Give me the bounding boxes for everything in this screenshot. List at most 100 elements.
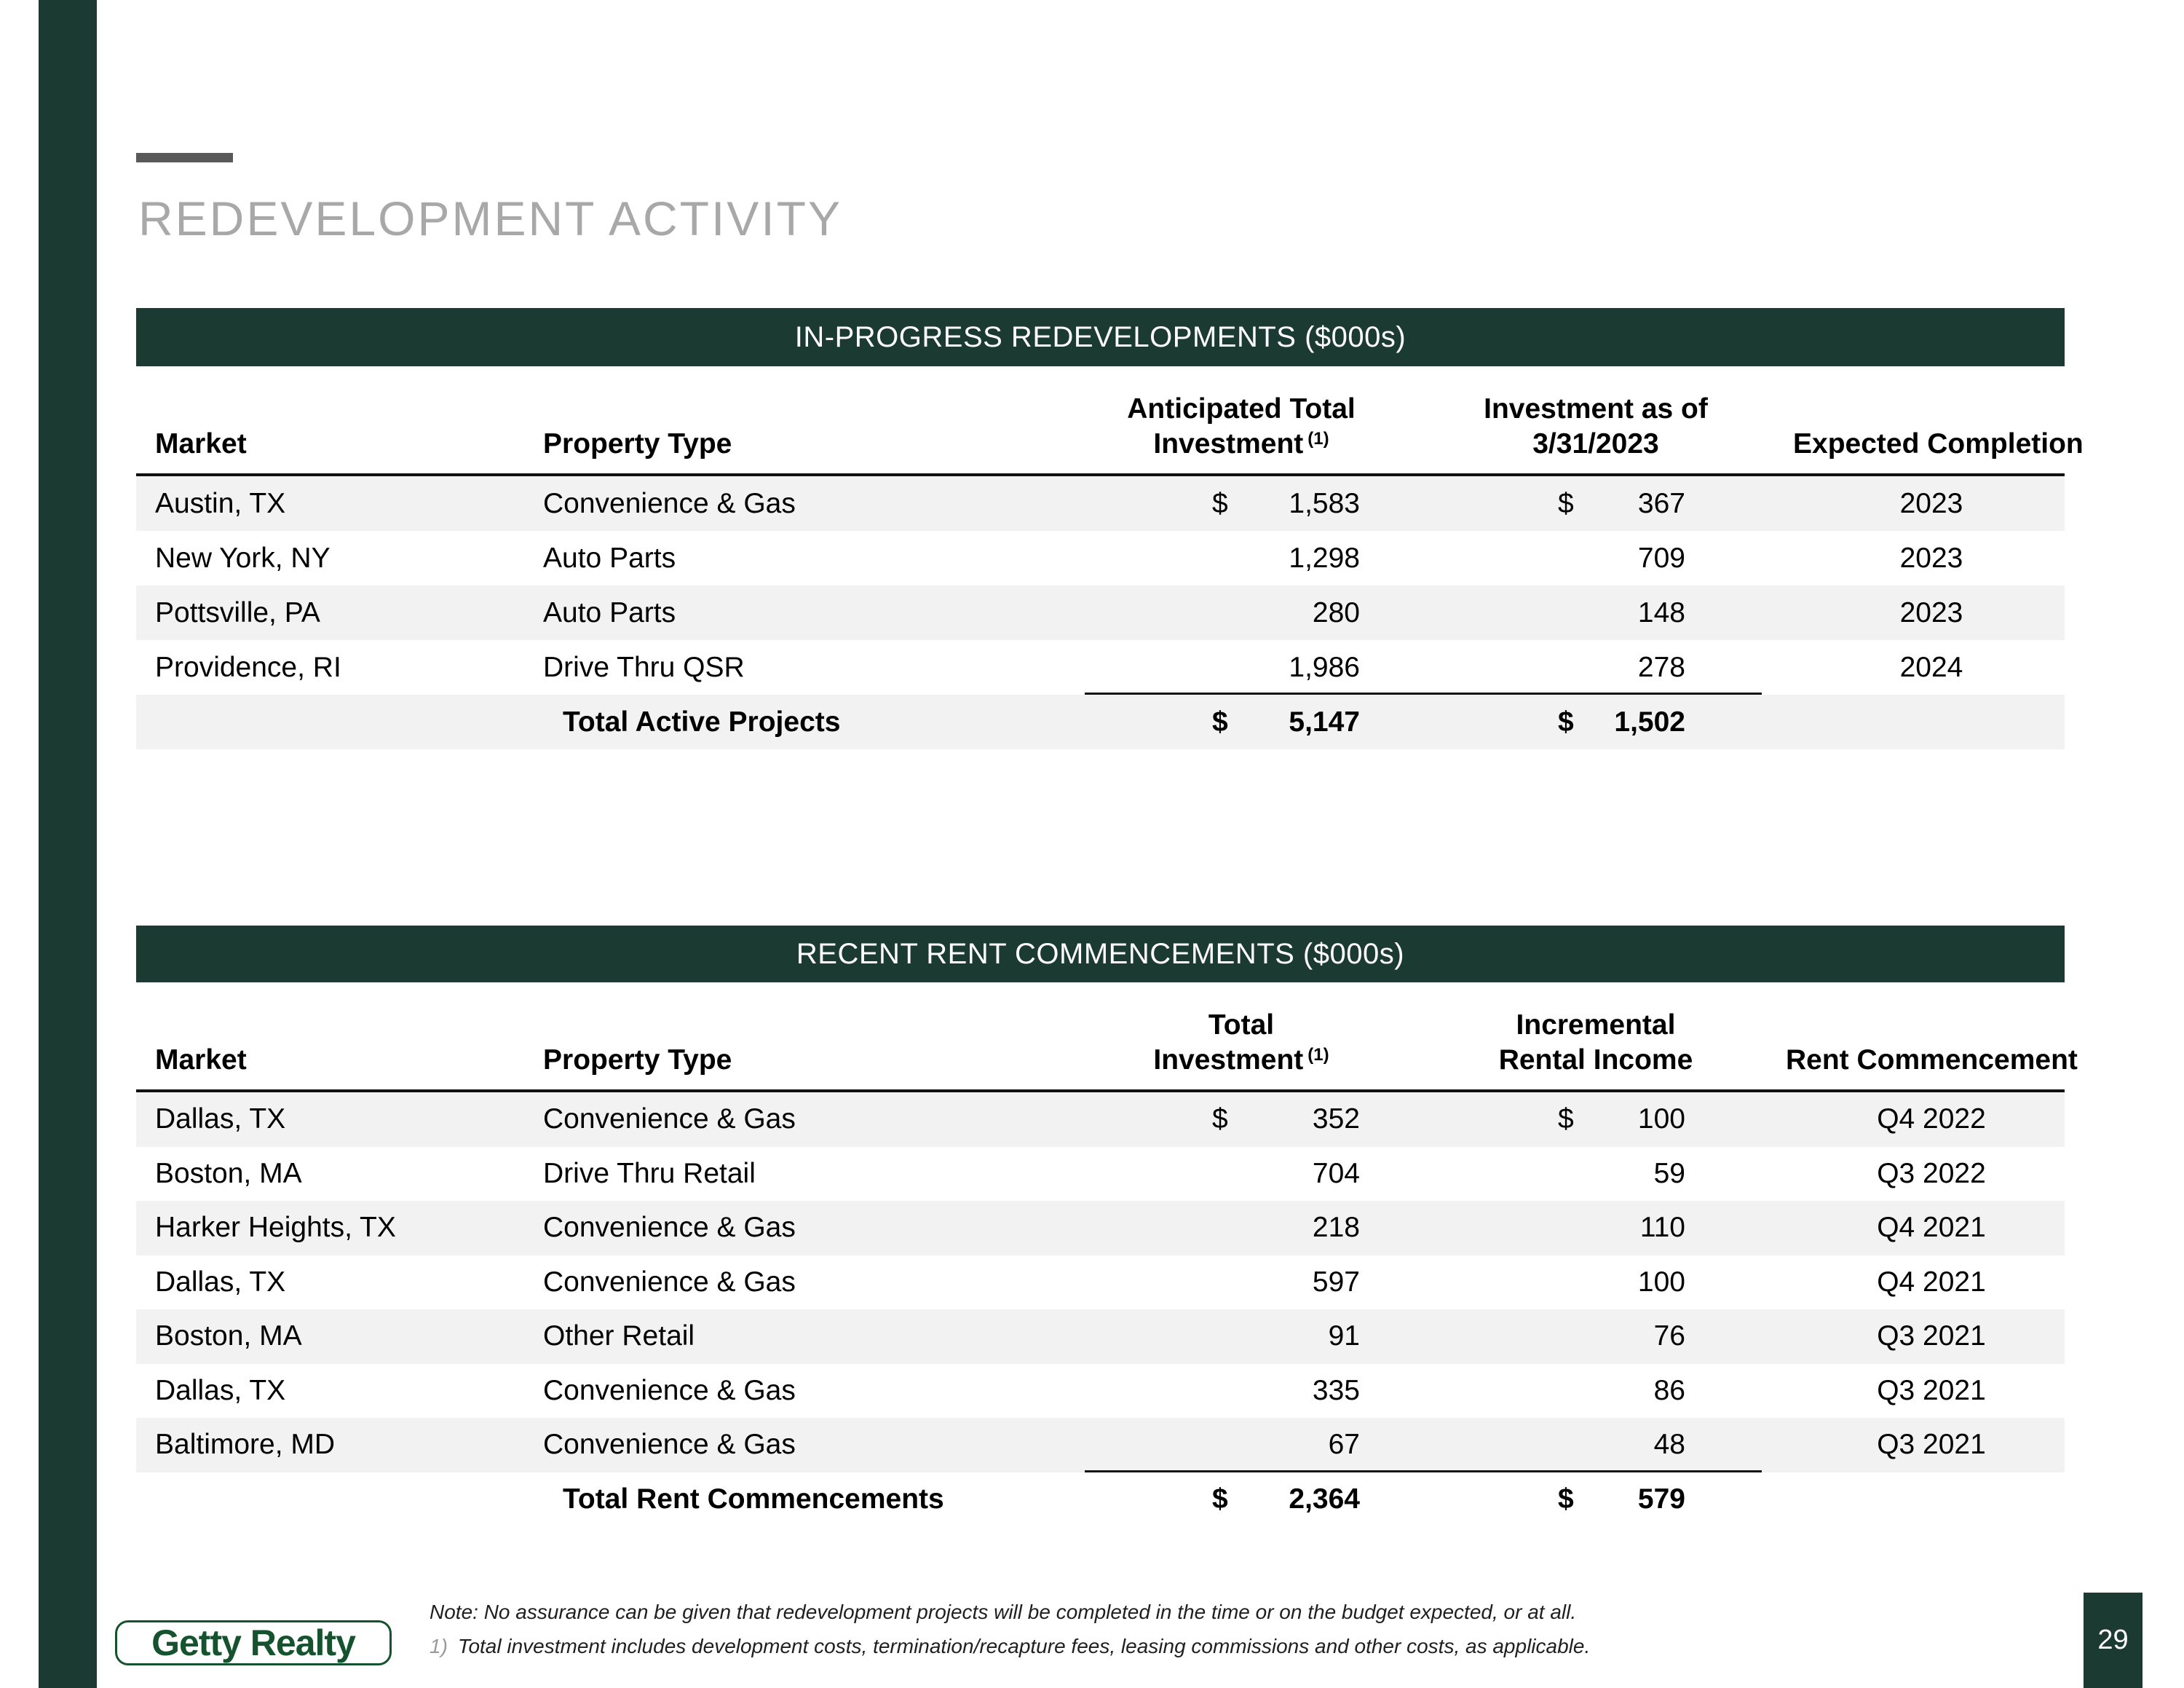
table-row: Dallas, TX Convenience & Gas 597 100 Q4 … xyxy=(136,1255,2065,1310)
rent-commencement-cell: Q3 2021 xyxy=(1877,1320,1986,1352)
total-investment-value: 91 xyxy=(1328,1320,1360,1352)
footnote-superscript: (1) xyxy=(1307,1045,1329,1065)
property-type-cell: Auto Parts xyxy=(543,597,676,628)
table1-header-anticipated-total: Anticipated Total xyxy=(1127,393,1356,425)
investment-as-of-value: 367 xyxy=(1637,488,1685,519)
total-investment-value: 67 xyxy=(1328,1429,1360,1460)
table2-rows: Dallas, TX Convenience & Gas $ 352 $ 100… xyxy=(136,1092,2065,1526)
table1-header-property-type: Property Type xyxy=(543,428,732,460)
total-investment-sum: 2,364 xyxy=(1289,1483,1360,1515)
total-investment-value: 352 xyxy=(1312,1103,1360,1135)
total-investment-as-of: 1,502 xyxy=(1614,706,1685,738)
market-cell: Providence, RI xyxy=(155,652,341,683)
table-row: Austin, TX Convenience & Gas $ 1,583 $ 3… xyxy=(136,476,2065,531)
anticipated-investment-value: 280 xyxy=(1312,597,1360,628)
incremental-rental-income-value: 100 xyxy=(1637,1266,1685,1298)
incremental-rental-income-value: 48 xyxy=(1653,1429,1685,1460)
property-type-cell: Drive Thru Retail xyxy=(543,1157,756,1189)
table-row: Boston, MA Other Retail 91 76 Q3 2021 xyxy=(136,1309,2065,1364)
rent-commencement-cell: Q3 2021 xyxy=(1877,1429,1986,1460)
market-cell: Baltimore, MD xyxy=(155,1429,336,1460)
table2-header-rental-income: Rental Income xyxy=(1498,1044,1693,1076)
table2-header-rent-commencement: Rent Commencement xyxy=(1786,1044,2078,1076)
table-row: New York, NY Auto Parts 1,298 709 2023 xyxy=(136,531,2065,585)
expected-completion-cell: 2023 xyxy=(1899,543,1963,574)
market-cell: New York, NY xyxy=(155,543,331,574)
dollar-sign: $ xyxy=(1558,1103,1574,1135)
expected-completion-cell: 2023 xyxy=(1899,597,1963,628)
dollar-sign: $ xyxy=(1212,706,1228,738)
table-row: Dallas, TX Convenience & Gas 335 86 Q3 2… xyxy=(136,1364,2065,1419)
footnote-1-number: 1) xyxy=(430,1635,448,1657)
market-cell: Boston, MA xyxy=(155,1157,302,1189)
table2-banner: RECENT RENT COMMENCEMENTS ($000s) xyxy=(136,926,2065,982)
expected-completion-cell: 2023 xyxy=(1899,488,1963,519)
table1-header-market: Market xyxy=(155,428,247,460)
table2-header-total: Total xyxy=(1208,1009,1275,1041)
table-row: Baltimore, MD Convenience & Gas 67 48 Q3… xyxy=(136,1418,2065,1472)
total-label: Total Active Projects xyxy=(563,706,841,738)
rent-commencement-cell: Q3 2022 xyxy=(1877,1157,1986,1189)
table-row: Pottsville, PA Auto Parts 280 148 2023 xyxy=(136,585,2065,640)
footnote-disclaimer: Note: No assurance can be given that red… xyxy=(430,1601,1577,1623)
table1-banner: IN-PROGRESS REDEVELOPMENTS ($000s) xyxy=(136,308,2065,366)
footnote-1: 1) Total investment includes development … xyxy=(430,1635,1590,1658)
investment-as-of-value: 148 xyxy=(1637,597,1685,628)
left-accent-bar xyxy=(39,0,97,1688)
anticipated-investment-value: 1,583 xyxy=(1289,488,1360,519)
table1-rows: Austin, TX Convenience & Gas $ 1,583 $ 3… xyxy=(136,476,2065,749)
rent-commencement-cell: Q4 2021 xyxy=(1877,1212,1986,1243)
property-type-cell: Convenience & Gas xyxy=(543,1212,796,1243)
table2-header-market: Market xyxy=(155,1044,247,1076)
market-cell: Dallas, TX xyxy=(155,1374,286,1406)
dollar-sign: $ xyxy=(1212,488,1228,519)
rent-commencement-cell: Q4 2022 xyxy=(1877,1103,1986,1135)
title-dash-rule xyxy=(136,153,233,162)
table1-header-investment: Investment (1) xyxy=(1096,428,1387,460)
footnote-1-text: Total investment includes development co… xyxy=(457,1635,1591,1657)
property-type-cell: Auto Parts xyxy=(543,543,676,574)
table2-total-row: Total Rent Commencements $ 2,364 $ 579 xyxy=(136,1472,2065,1527)
dollar-sign: $ xyxy=(1558,1483,1574,1515)
table1-total-row: Total Active Projects $ 5,147 $ 1,502 xyxy=(136,695,2065,749)
table-row: Harker Heights, TX Convenience & Gas 218… xyxy=(136,1201,2065,1255)
incremental-rental-income-value: 76 xyxy=(1653,1320,1685,1352)
getty-realty-logo-text: Getty Realty xyxy=(151,1622,356,1663)
market-cell: Dallas, TX xyxy=(155,1103,286,1135)
total-label: Total Rent Commencements xyxy=(563,1483,944,1515)
property-type-cell: Convenience & Gas xyxy=(543,1266,796,1298)
incremental-rental-income-value: 100 xyxy=(1637,1103,1685,1135)
table1-header-expected-completion: Expected Completion xyxy=(1793,428,2084,460)
anticipated-investment-value: 1,298 xyxy=(1289,543,1360,574)
property-type-cell: Convenience & Gas xyxy=(543,1429,796,1460)
page-title: REDEVELOPMENT ACTIVITY xyxy=(138,192,842,245)
table2-header-rule xyxy=(136,1089,2065,1092)
table1-header-investment-text: Investment xyxy=(1153,428,1304,460)
totals-underline xyxy=(1085,693,1762,695)
rent-commencement-cell: Q3 2021 xyxy=(1877,1374,1986,1406)
dollar-sign: $ xyxy=(1212,1103,1228,1135)
market-cell: Boston, MA xyxy=(155,1320,302,1352)
table1-header-date: 3/31/2023 xyxy=(1532,428,1659,460)
anticipated-investment-value: 1,986 xyxy=(1289,652,1360,683)
incremental-rental-income-value: 110 xyxy=(1639,1212,1685,1243)
page-number: 29 xyxy=(2097,1625,2129,1655)
table-row: Dallas, TX Convenience & Gas $ 352 $ 100… xyxy=(136,1092,2065,1147)
getty-realty-logo: Getty Realty xyxy=(115,1620,392,1665)
market-cell: Austin, TX xyxy=(155,488,286,519)
table2-header-property-type: Property Type xyxy=(543,1044,732,1076)
table2-header-incremental: Incremental xyxy=(1516,1009,1676,1041)
dollar-sign: $ xyxy=(1212,1483,1228,1515)
investment-as-of-value: 278 xyxy=(1637,652,1685,683)
total-investment-value: 597 xyxy=(1312,1266,1360,1298)
table1-header-rule xyxy=(136,473,2065,476)
property-type-cell: Convenience & Gas xyxy=(543,1374,796,1406)
market-cell: Dallas, TX xyxy=(155,1266,286,1298)
total-investment-value: 218 xyxy=(1312,1212,1360,1243)
property-type-cell: Other Retail xyxy=(543,1320,695,1352)
expected-completion-cell: 2024 xyxy=(1899,652,1963,683)
footnote-superscript: (1) xyxy=(1307,429,1329,449)
total-anticipated-investment: 5,147 xyxy=(1289,706,1360,738)
dollar-sign: $ xyxy=(1558,488,1574,519)
market-cell: Harker Heights, TX xyxy=(155,1212,396,1243)
